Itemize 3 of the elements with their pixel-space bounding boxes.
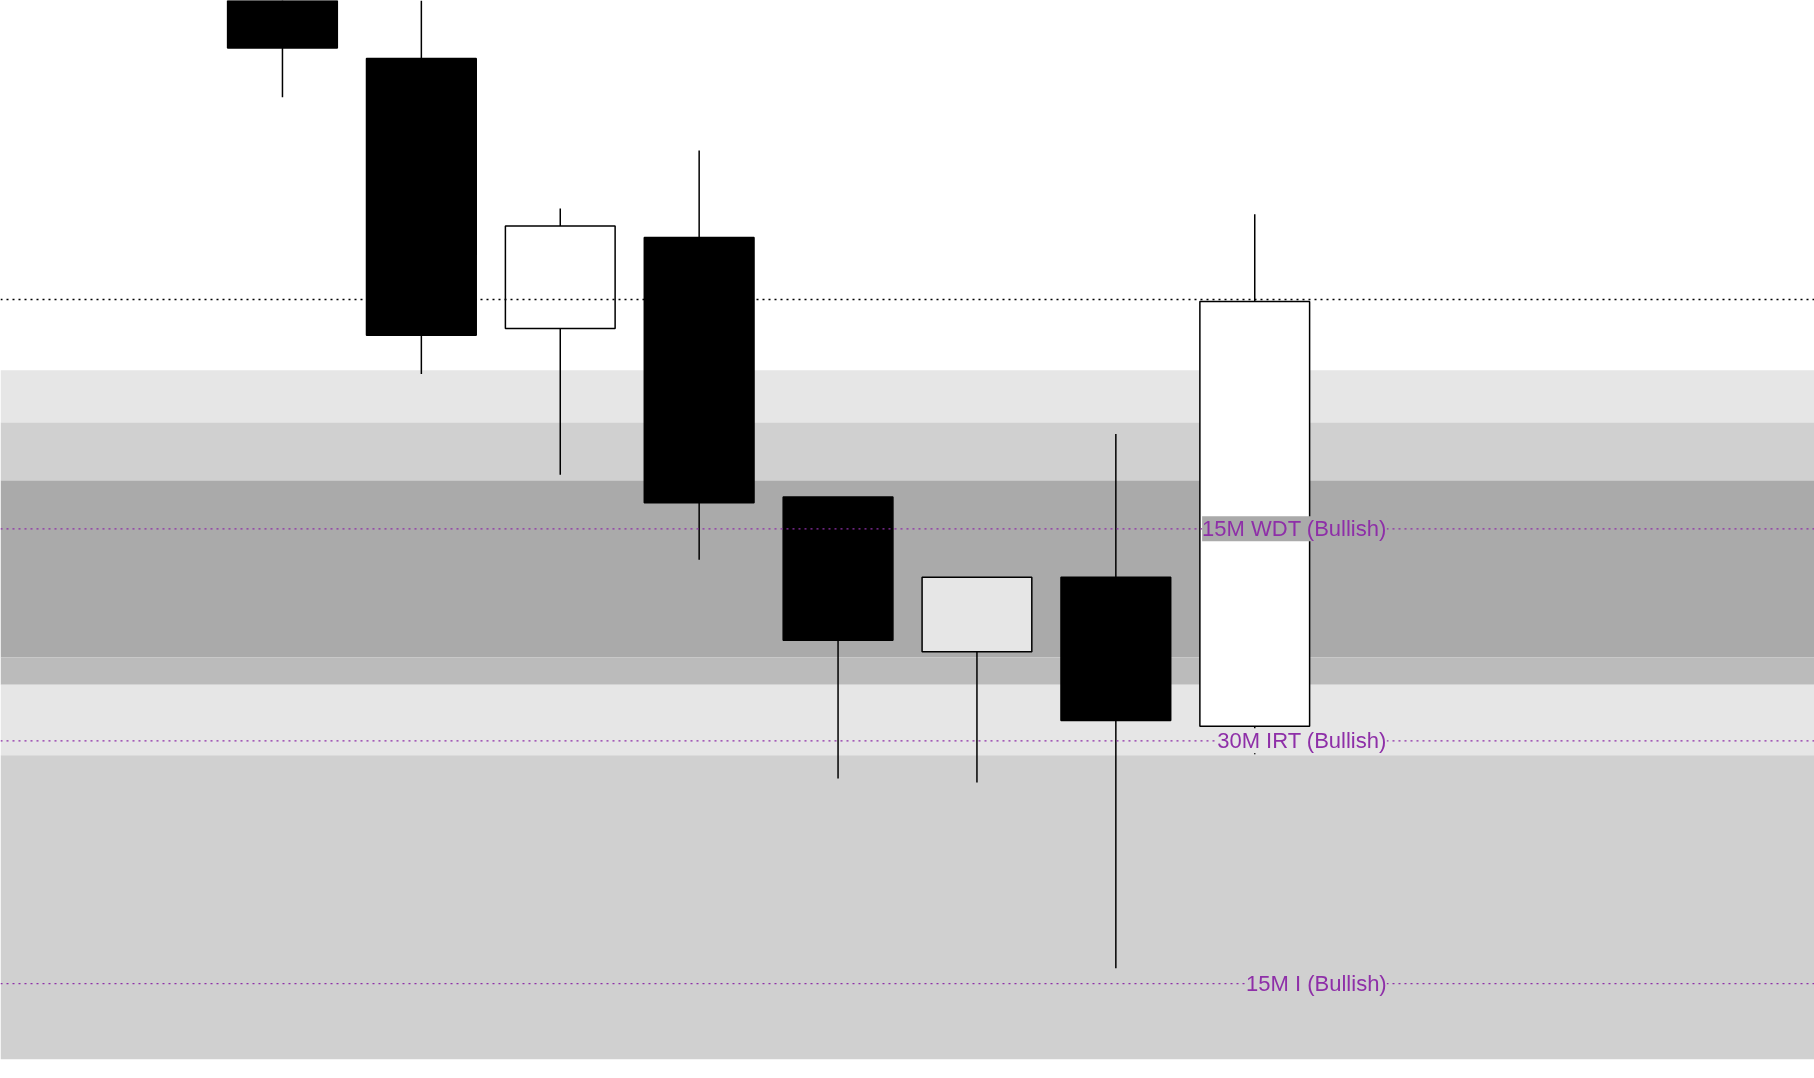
ref-line-label: 15M WDT (Bullish) [1202,516,1387,542]
ref-line-label: 15M I (Bullish) [1246,971,1387,997]
ref-line-label: 30M IRT (Bullish) [1217,728,1387,754]
